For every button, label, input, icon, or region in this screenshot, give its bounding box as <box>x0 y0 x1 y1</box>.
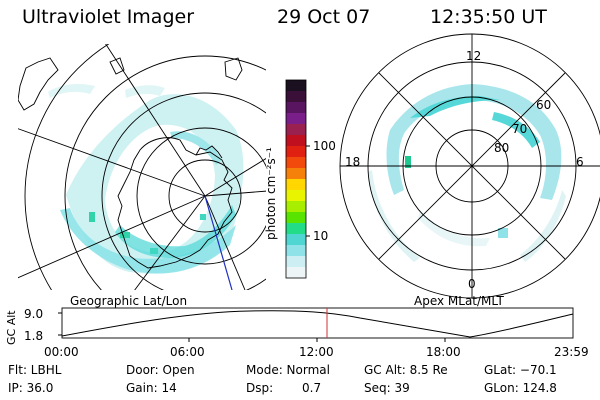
colorbar-cell <box>286 102 306 114</box>
time-tick-label: 18:00 <box>426 345 461 359</box>
filter-status: Flt: LBHL <box>8 363 62 377</box>
antarctic-peninsula <box>195 145 223 159</box>
geo-latitude-circles <box>24 44 266 290</box>
colorbar-cell <box>286 245 306 257</box>
time-tick-label: 23:59 <box>554 345 589 359</box>
altitude-tick-label: 1.8 <box>24 329 43 343</box>
colorbar-cell <box>286 223 306 235</box>
mlt-label-noon: 12 <box>466 49 481 63</box>
altitude-tick-label: 9.0 <box>24 307 43 321</box>
sequence-status: Seq: 39 <box>364 381 410 395</box>
mlt-label-dusk: 18 <box>345 155 360 169</box>
colorbar-tick-label: 10 <box>313 229 328 243</box>
ip-status: IP: 36.0 <box>8 381 54 395</box>
altitude-plot: 9.0 1.8 GC Alt 00:00 06:00 12:00 18:00 2… <box>5 307 589 359</box>
mode-status: Mode: Normal <box>246 363 330 377</box>
dsp-value: 0.7 <box>302 381 322 395</box>
colorbar-unit-label: photon cm⁻²s⁻¹ <box>264 147 278 240</box>
door-status: Door: Open <box>126 363 195 377</box>
mlat-label-60: 60 <box>536 98 551 112</box>
mlat-label-70: 70 <box>512 122 527 136</box>
polar-map-caption: Apex MLat/MLT <box>414 294 504 308</box>
colorbar-cell <box>286 124 306 136</box>
landmass-outline <box>18 57 59 111</box>
colorbar-cell <box>286 267 306 279</box>
antarctica-coastline <box>117 137 233 269</box>
geo-meridians <box>18 44 266 290</box>
satellite-ground-track <box>204 195 233 290</box>
geographic-map <box>18 44 266 290</box>
gain-status: Gain: 14 <box>126 381 177 395</box>
colorbar-cell <box>286 201 306 213</box>
time-tick-label: 12:00 <box>299 345 334 359</box>
landmass-outline <box>109 57 125 75</box>
colorbar-cell <box>286 190 306 202</box>
color-scale-bar: 100 10 photon cm⁻²s⁻¹ <box>264 79 336 279</box>
colorbar-cell <box>286 234 306 246</box>
mlt-label-dawn: 6 <box>576 155 584 169</box>
colorbar-cell <box>286 256 306 268</box>
mlat-label-80: 80 <box>494 141 509 155</box>
glat-status: GLat: −70.1 <box>484 363 557 377</box>
colorbar-cell <box>286 179 306 191</box>
app-title: Ultraviolet Imager <box>22 6 195 28</box>
colorbar-cell <box>286 80 306 92</box>
glon-status: GLon: 124.8 <box>484 381 557 395</box>
geo-aurora-emission <box>48 84 244 274</box>
polar-mlt-spokes <box>340 34 600 298</box>
gc-altitude-status: GC Alt: 8.5 Re <box>364 363 448 377</box>
polar-aurora-emission <box>368 84 566 262</box>
landmass-outline <box>224 57 243 81</box>
observation-date: 29 Oct 07 <box>277 6 371 28</box>
colorbar-cell <box>286 135 306 147</box>
time-tick-label: 00:00 <box>44 345 79 359</box>
observation-time: 12:35:50 UT <box>430 6 547 28</box>
mlt-label-midnight: 0 <box>468 277 476 291</box>
altitude-axis-label: GC Alt <box>5 310 18 345</box>
altitude-curve <box>61 310 574 338</box>
polar-map: 12 18 6 0 80 70 60 <box>339 33 600 299</box>
colorbar-cell <box>286 146 306 158</box>
colorbar-cell <box>286 113 306 125</box>
dsp-label: Dsp: <box>246 381 274 395</box>
time-tick-label: 06:00 <box>170 345 205 359</box>
colorbar-cell <box>286 168 306 180</box>
colorbar-tick-label: 100 <box>313 139 336 153</box>
colorbar-cell <box>286 212 306 224</box>
geo-map-caption: Geographic Lat/Lon <box>70 294 187 308</box>
color-scale-cells <box>286 80 306 279</box>
colorbar-cell <box>286 91 306 103</box>
colorbar-cell <box>286 157 306 169</box>
